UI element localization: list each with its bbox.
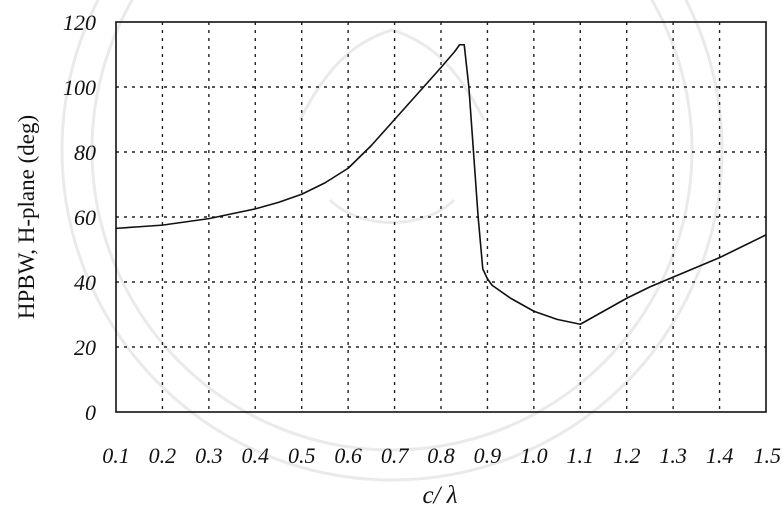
x-tick-label: 1.1 — [567, 443, 595, 468]
x-tick-labels: 0.1 0.2 0.3 0.4 0.5 0.6 0.7 0.8 0.9 1.0 1.1 1.2 1.3 1… — [102, 443, 781, 468]
series-layer — [115, 43, 767, 326]
y-tick-labels: 0 20 40 60 80 100 120 — [63, 10, 96, 425]
x-tick-label: 0.8 — [427, 443, 455, 468]
grid-lines — [116, 22, 766, 412]
x-tick-label: 1.5 — [754, 443, 782, 468]
x-tick-label: 0.5 — [288, 443, 316, 468]
series-line-0 — [115, 43, 767, 326]
x-tick-label: 0.4 — [242, 443, 270, 468]
y-tick-label: 60 — [74, 205, 96, 230]
x-tick-label: 0.3 — [195, 443, 223, 468]
y-axis-title: HPBW, H-plane (deg) — [14, 115, 39, 319]
x-tick-label: 0.9 — [474, 443, 502, 468]
y-tick-label: 100 — [63, 75, 96, 100]
x-tick-label: 1.4 — [706, 443, 734, 468]
x-tick-label: 1.3 — [659, 443, 687, 468]
x-tick-label: 1.0 — [520, 443, 548, 468]
y-tick-label: 40 — [74, 270, 96, 295]
plot-frame — [115, 21, 767, 413]
x-tick-label: 0.7 — [381, 443, 410, 468]
y-tick-label: 0 — [85, 400, 96, 425]
x-tick-label: 0.1 — [102, 443, 130, 468]
watermark-seal — [60, 0, 724, 482]
x-axis-title: c/ λ — [422, 482, 457, 509]
y-tick-label: 20 — [74, 335, 96, 360]
x-tick-label: 0.6 — [334, 443, 362, 468]
x-tick-label: 0.2 — [149, 443, 177, 468]
x-tick-label: 1.2 — [613, 443, 641, 468]
y-tick-label: 120 — [63, 10, 96, 35]
y-tick-label: 80 — [74, 140, 96, 165]
